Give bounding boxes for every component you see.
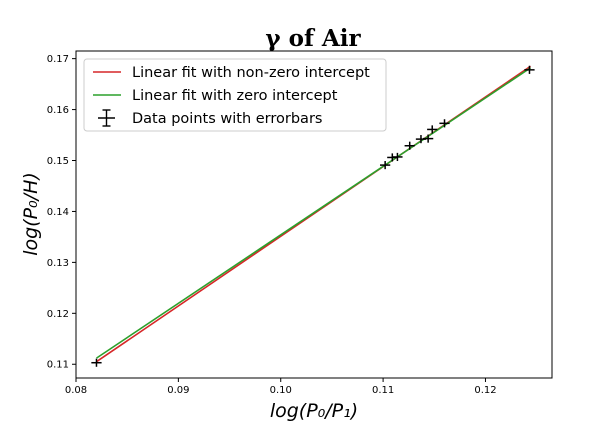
- chart-title: γ of Air: [265, 25, 361, 52]
- data-point: [524, 65, 535, 74]
- y-tick-label: 0.17: [47, 54, 69, 65]
- data-point: [427, 125, 438, 134]
- y-tick-label: 0.13: [47, 258, 69, 269]
- legend-label-zero-fit: Linear fit with zero intercept: [132, 88, 338, 104]
- data-point: [380, 161, 391, 170]
- y-tick-label: 0.15: [47, 156, 69, 167]
- x-tick-label: 0.09: [167, 385, 189, 396]
- data-point: [423, 134, 434, 143]
- plot-marks: [91, 65, 535, 367]
- legend-label-data-points: Data points with errorbars: [132, 111, 322, 127]
- y-tick-label: 0.16: [47, 105, 69, 116]
- x-tick-label: 0.10: [270, 385, 292, 396]
- y-axis: 0.11 0.12 0.13 0.14 0.15 0.16 0.17: [47, 54, 76, 371]
- x-tick-label: 0.11: [372, 385, 394, 396]
- legend-label-nonzero-fit: Linear fit with non-zero intercept: [132, 65, 370, 81]
- data-point: [439, 119, 450, 128]
- x-axis-label: log(P₀/P₁): [270, 400, 358, 422]
- legend-box: [83, 58, 387, 132]
- data-point: [91, 358, 102, 367]
- x-tick-label: 0.12: [474, 385, 496, 396]
- x-tick-label: 0.08: [65, 385, 87, 396]
- y-tick-label: 0.14: [47, 207, 69, 218]
- legend-swatch-errorbar: [98, 109, 115, 127]
- fit-line-zero-intercept: [96, 67, 531, 359]
- y-axis-label: log(P₀/H): [20, 172, 42, 256]
- data-point: [392, 152, 403, 162]
- x-axis: 0.08 0.09 0.10 0.11 0.12: [65, 378, 497, 396]
- data-point: [404, 141, 415, 150]
- y-tick-label: 0.11: [47, 360, 69, 371]
- legend: Linear fit with non-zero intercept Linea…: [83, 58, 387, 132]
- y-tick-label: 0.12: [47, 309, 69, 320]
